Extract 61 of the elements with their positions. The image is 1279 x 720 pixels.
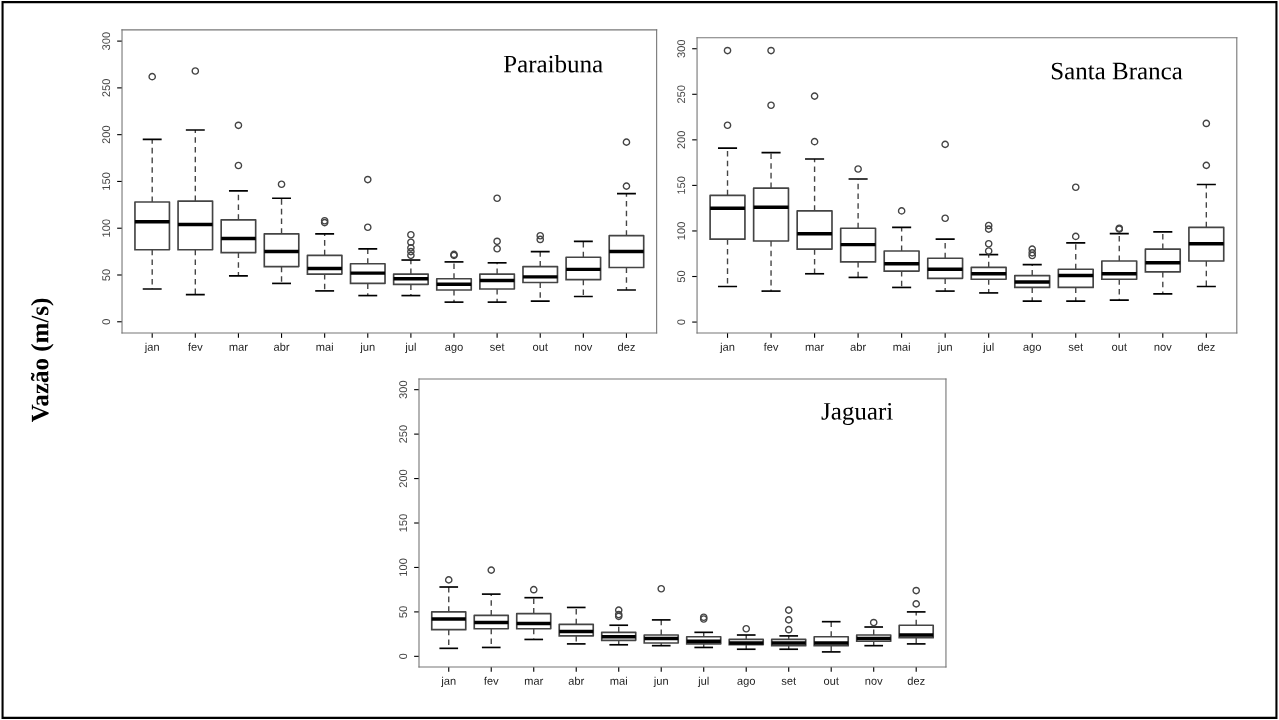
- y-tick-label: 100: [102, 219, 111, 237]
- y-tick-label: 0: [399, 653, 408, 659]
- y-tick-label: 200: [102, 125, 111, 144]
- x-tick-label: out: [823, 677, 839, 685]
- y-tick-label: 300: [677, 39, 686, 58]
- y-tick-label: 100: [677, 222, 686, 240]
- y-tick-label: 50: [677, 270, 686, 283]
- y-tick-label: 150: [399, 514, 408, 532]
- x-tick-label: jan: [719, 342, 735, 354]
- y-tick-label: 150: [102, 172, 111, 190]
- x-tick-label: jul: [405, 342, 416, 354]
- y-tick-label: 50: [399, 606, 408, 618]
- x-tick-label: mai: [316, 342, 333, 351]
- y-tick-label: 300: [102, 32, 111, 50]
- x-tick-label: mai: [893, 342, 910, 351]
- x-tick-label: dez: [1197, 342, 1215, 351]
- x-tick-label: jul: [982, 342, 994, 354]
- x-tick-label: jun: [360, 342, 375, 354]
- text: Paraibuna: [503, 54, 603, 73]
- text: Jaguari: [821, 402, 893, 425]
- x-tick-label: fev: [763, 342, 779, 351]
- x-tick-label: abr: [273, 342, 290, 351]
- x-tick-label: abr: [850, 342, 866, 351]
- x-tick-label: out: [532, 343, 548, 351]
- x-tick-label: abr: [568, 676, 585, 685]
- x-tick-label: dez: [617, 342, 635, 351]
- y-tick-label: 250: [102, 79, 111, 97]
- y-tick-label: 0: [102, 319, 111, 325]
- x-tick-label: set: [490, 343, 505, 351]
- x-tick-label: mar: [805, 344, 824, 351]
- x-tick-label: fev: [188, 342, 203, 351]
- y-tick-label: 100: [399, 558, 408, 576]
- y-tick-label: 250: [677, 85, 686, 103]
- y-tick-label: 50: [102, 269, 111, 281]
- x-tick-label: out: [1112, 343, 1127, 351]
- x-tick-label: mar: [229, 344, 248, 351]
- x-tick-label: mai: [610, 676, 627, 685]
- y-tick-label: 200: [399, 469, 408, 488]
- x-tick-label: nov: [865, 678, 883, 685]
- x-tick-label: set: [781, 677, 797, 685]
- text: Santa Branca: [1051, 62, 1183, 80]
- x-tick-label: set: [1068, 343, 1084, 351]
- x-tick-label: nov: [1154, 344, 1172, 351]
- x-tick-label: dez: [907, 676, 925, 685]
- y-tick-label: 200: [677, 131, 686, 149]
- x-tick-label: ago: [737, 678, 756, 688]
- x-tick-label: mar: [524, 678, 544, 685]
- x-tick-label: nov: [575, 344, 593, 351]
- y-tick-label: 150: [677, 176, 686, 194]
- x-tick-label: ago: [445, 344, 463, 354]
- x-tick-label: jan: [441, 676, 456, 688]
- y-tick-label: 300: [399, 380, 408, 399]
- y-tick-label: 250: [399, 425, 408, 443]
- x-tick-label: jun: [653, 676, 668, 688]
- x-tick-label: ago: [1023, 344, 1042, 354]
- x-tick-label: fev: [483, 676, 499, 685]
- y-tick-label: 0: [677, 319, 686, 325]
- x-tick-label: jan: [144, 342, 159, 354]
- x-tick-label: jun: [937, 342, 952, 354]
- y-axis-title: Vazão (m/s): [30, 298, 54, 423]
- x-tick-label: jul: [697, 676, 709, 688]
